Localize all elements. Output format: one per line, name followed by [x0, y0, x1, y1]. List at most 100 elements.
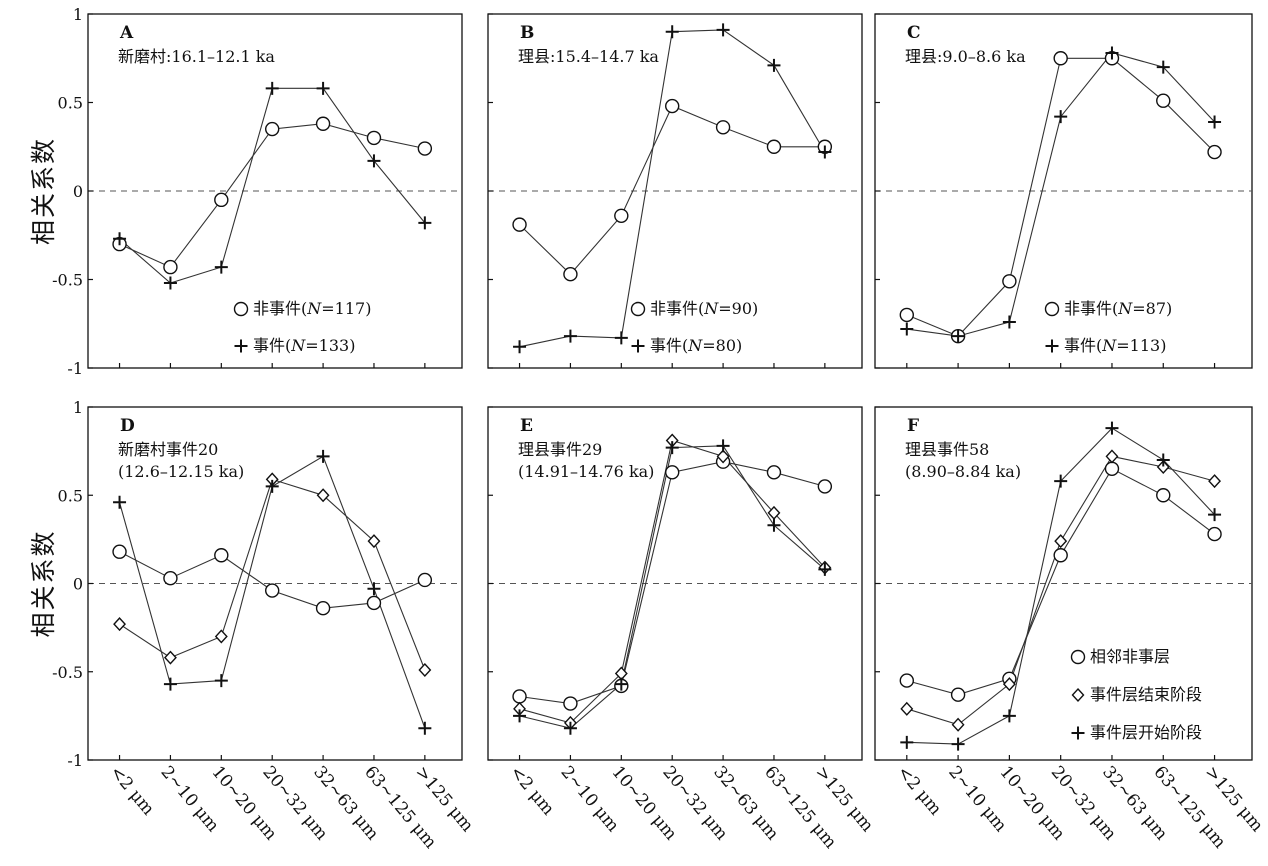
legend-label: 事件(N=113): [1064, 336, 1166, 355]
data-point-circle: [899, 307, 915, 323]
legend-marker-circle: [233, 301, 249, 317]
data-point-circle: [899, 673, 915, 688]
data-point-diamond: [113, 617, 126, 632]
series-line: [119, 87, 426, 284]
data-point-circle: [315, 116, 331, 131]
data-point-plus: [665, 25, 679, 39]
data-point-plus: [113, 232, 127, 246]
data-point-circle: [563, 696, 578, 711]
data-point-diamond: [951, 717, 965, 732]
panel-letter: F: [907, 416, 919, 436]
data-point-diamond: [163, 650, 177, 665]
panel-b: B 理县:15.4–14.7 ka 非事件(N=90) 事件(N=80): [487, 13, 863, 369]
y-tick-label: -1: [67, 751, 83, 770]
legend-marker-plus: [234, 339, 248, 353]
data-point-plus: [1002, 709, 1016, 723]
series-line: [519, 445, 826, 729]
data-point-plus: [1208, 115, 1222, 129]
data-point-plus: [1054, 474, 1068, 488]
y-tick-label: 0.5: [58, 486, 83, 505]
panel-title: (8.90–8.84 ka): [905, 462, 1021, 481]
data-point-circle: [417, 572, 433, 588]
legend-marker-plus: [1045, 339, 1059, 353]
panel-letter: A: [119, 23, 134, 43]
data-point-plus: [214, 260, 228, 274]
data-point-plus: [1156, 453, 1170, 467]
y-tick-label: 1: [73, 398, 83, 417]
data-point-plus: [614, 677, 628, 691]
data-point-circle: [1156, 93, 1171, 108]
data-point-circle: [214, 192, 229, 208]
data-point-plus: [1002, 315, 1016, 329]
data-point-circle: [766, 139, 782, 154]
panel-title: 理县事件58: [905, 440, 989, 459]
data-point-plus: [265, 479, 279, 493]
legend-marker-circle: [1044, 301, 1060, 317]
panel-c: C 理县:9.0–8.6 ka 非事件(N=87) 事件(N=113): [874, 13, 1253, 369]
panel-title: 新磨村事件20: [118, 440, 218, 459]
data-point-circle: [1207, 144, 1222, 160]
data-point-circle: [950, 687, 966, 702]
data-point-plus: [513, 340, 527, 354]
panel-title: 理县:15.4–14.7 ka: [518, 47, 659, 66]
panel-a: 1 0.5 0 -0.5 -1 A 新磨村:16.1–12.1 ka 非事件(N=117) 事件…: [29, 5, 463, 378]
data-point-circle: [163, 571, 178, 586]
panel-title: 理县:9.0–8.6 ka: [905, 47, 1026, 66]
data-point-circle: [512, 689, 527, 704]
panel-letter: D: [120, 416, 135, 436]
series-line: [519, 439, 826, 724]
y-tick-label: 0: [73, 575, 83, 594]
data-point-plus: [214, 674, 228, 688]
data-point-circle: [366, 595, 382, 611]
data-point-plus: [1208, 508, 1222, 522]
data-point-diamond: [418, 662, 432, 678]
data-point-circle: [817, 479, 833, 494]
y-axis-label: 相关系数: [29, 137, 58, 245]
data-point-plus: [265, 81, 279, 95]
data-point-diamond: [1105, 449, 1119, 464]
data-point-diamond: [316, 488, 330, 503]
data-point-circle: [1156, 488, 1171, 503]
data-point-plus: [418, 721, 432, 735]
x-tick-label: <2 μm: [506, 762, 558, 819]
data-point-circle: [1207, 526, 1222, 542]
panel-title: (12.6–12.15 ka): [118, 462, 244, 481]
legend-label: 事件(N=80): [650, 336, 742, 355]
legend-marker-plus: [1071, 726, 1085, 740]
data-point-circle: [1002, 274, 1017, 289]
data-point-plus: [665, 441, 679, 455]
data-point-diamond: [1002, 677, 1016, 692]
data-point-circle: [112, 544, 127, 559]
y-axis-label: 相关系数: [29, 529, 58, 637]
data-point-circle: [163, 259, 178, 275]
data-point-diamond: [900, 701, 914, 716]
data-point-plus: [367, 582, 381, 596]
legend-label: 相邻非事层: [1090, 647, 1170, 666]
y-tick-label: 0: [73, 182, 83, 201]
panel-letter: C: [907, 23, 921, 43]
data-point-circle: [1104, 461, 1120, 476]
data-point-plus: [900, 322, 914, 336]
data-point-circle: [417, 141, 433, 156]
data-point-plus: [716, 23, 730, 37]
data-point-plus: [1105, 46, 1119, 60]
data-point-plus: [563, 721, 577, 735]
data-point-circle: [1053, 548, 1068, 563]
data-point-plus: [316, 449, 330, 463]
data-point-plus: [818, 145, 832, 159]
legend-label: 非事件(N=117): [253, 299, 371, 318]
data-point-plus: [767, 518, 781, 532]
legend-marker-circle: [1070, 649, 1086, 665]
series-line: [519, 105, 825, 275]
data-point-plus: [367, 154, 381, 168]
legend-label: 事件层结束阶段: [1090, 685, 1202, 704]
legend-marker-circle: [630, 301, 646, 317]
y-tick-label: -0.5: [52, 271, 83, 290]
data-point-plus: [900, 735, 914, 749]
data-point-plus: [113, 495, 127, 509]
data-point-plus: [716, 439, 730, 453]
data-point-circle: [214, 548, 229, 563]
data-point-diamond: [214, 629, 228, 644]
y-tick-label: -1: [67, 359, 83, 378]
